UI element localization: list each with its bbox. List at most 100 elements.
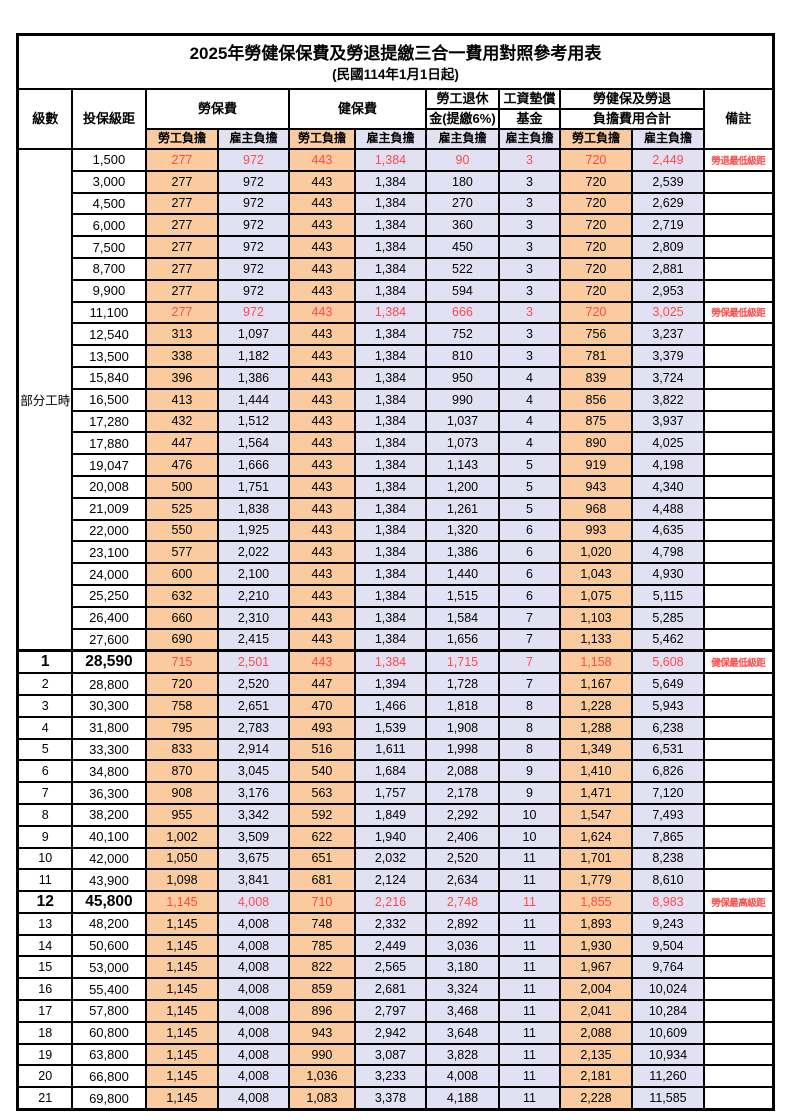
table-row: 26,400 660 2,310 443 1,384 1,584 7 1,103 5,285: [18, 605, 775, 630]
bracket-cell: 9,900: [70, 278, 147, 303]
note-cell: [702, 824, 775, 849]
value-cell: 1,143: [424, 453, 500, 477]
value-cell: 1,466: [353, 693, 427, 718]
value-cell: 990: [424, 387, 500, 412]
bracket-cell: 57,800: [70, 999, 147, 1023]
value-cell: 3: [497, 300, 561, 325]
value-cell: 2,332: [353, 911, 427, 936]
value-cell: 4,008: [216, 1042, 290, 1067]
value-cell: 9,504: [630, 933, 705, 958]
value-cell: 1,728: [424, 672, 500, 696]
bracket-cell: 21,009: [70, 496, 147, 521]
note-cell: [702, 802, 775, 827]
bracket-cell: 48,200: [70, 911, 147, 936]
value-cell: 1,384: [353, 496, 427, 521]
value-cell: 6,826: [630, 759, 705, 784]
value-cell: 447: [144, 431, 219, 456]
value-cell: 972: [216, 235, 290, 259]
note-cell: [702, 1086, 775, 1111]
value-cell: 4,008: [216, 890, 290, 914]
value-cell: 2,292: [424, 802, 500, 827]
value-cell: 594: [424, 278, 500, 303]
note-cell: [702, 693, 775, 718]
value-cell: 4,635: [630, 518, 705, 543]
value-cell: 4,198: [630, 453, 705, 477]
col-header-pension-line2: 金(提繳6%): [424, 108, 500, 130]
value-cell: 11,585: [630, 1086, 705, 1111]
level-cell: 10: [16, 846, 73, 871]
value-cell: 1,998: [424, 737, 500, 762]
value-cell: 550: [144, 518, 219, 543]
bracket-cell: 50,600: [70, 933, 147, 958]
note-cell: [702, 344, 775, 368]
value-cell: 3,841: [216, 868, 290, 893]
table-row: 24,000 600 2,100 443 1,384 1,440 6 1,043 4,930: [18, 562, 775, 586]
value-cell: 1,893: [558, 911, 633, 936]
value-cell: 443: [287, 300, 356, 325]
value-cell: 516: [287, 737, 356, 762]
table-row: 15 53,000 1,145 4,008 822 2,565 3,180 11 1,967 9,…: [16, 955, 775, 980]
value-cell: 5,115: [630, 583, 705, 608]
value-cell: 5: [497, 496, 561, 521]
value-cell: 1,384: [353, 235, 427, 259]
value-cell: 11: [497, 846, 561, 871]
bracket-cell: 38,200: [70, 802, 147, 827]
level-cell: 20: [16, 1064, 73, 1089]
table-row: 19 63,800 1,145 4,008 990 3,087 3,828 11 2,135 10…: [16, 1042, 775, 1067]
bracket-cell: 17,880: [70, 431, 147, 456]
value-cell: 2,449: [353, 933, 427, 958]
note-cell: [702, 1020, 775, 1045]
value-cell: 1,037: [424, 409, 500, 434]
value-cell: 1,145: [144, 955, 219, 980]
level-cell: 2: [16, 672, 73, 696]
value-cell: 4,008: [216, 955, 290, 980]
value-cell: 1,384: [353, 605, 427, 630]
value-cell: 1,908: [424, 715, 500, 740]
note-cell: [702, 781, 775, 805]
value-cell: 968: [558, 496, 633, 521]
table-row: 3 30,300 758 2,651 470 1,466 1,818 8 1,228 5,943: [16, 693, 775, 718]
value-cell: 622: [287, 824, 356, 849]
value-cell: 2,088: [424, 759, 500, 784]
value-cell: 632: [144, 583, 219, 608]
value-cell: 4,008: [216, 933, 290, 958]
level-cell: 19: [16, 1042, 73, 1067]
value-cell: 896: [287, 999, 356, 1023]
value-cell: 993: [558, 518, 633, 543]
bracket-cell: 28,800: [70, 672, 147, 696]
value-cell: 7: [497, 627, 561, 652]
value-cell: 1,384: [353, 344, 427, 368]
note-cell: [702, 627, 775, 652]
value-cell: 1,384: [353, 191, 427, 216]
value-cell: 2,634: [424, 868, 500, 893]
table-row: 部分工時 1,500 277 972 443 1,384 90 3 720 2,449 勞退最低級距: [16, 148, 775, 652]
note-cell: [702, 846, 775, 871]
value-cell: 11: [497, 1042, 561, 1067]
value-cell: 1,020: [558, 540, 633, 565]
note-cell: [702, 365, 775, 390]
value-cell: 3,045: [216, 759, 290, 784]
value-cell: 756: [558, 322, 633, 347]
value-cell: 11: [497, 955, 561, 980]
value-cell: 2,748: [424, 890, 500, 914]
value-cell: 2,216: [353, 890, 427, 914]
value-cell: 972: [216, 278, 290, 303]
bracket-cell: 42,000: [70, 846, 147, 871]
bracket-cell: 53,000: [70, 955, 147, 980]
bracket-cell: 15,840: [70, 365, 147, 390]
value-cell: 1,073: [424, 431, 500, 456]
value-cell: 690: [144, 627, 219, 652]
value-cell: 6: [497, 518, 561, 543]
value-cell: 810: [424, 344, 500, 368]
value-cell: 1,624: [558, 824, 633, 849]
table-row: 9,900 277 972 443 1,384 594 3 720 2,953: [18, 278, 775, 303]
table-row: 5 33,300 833 2,914 516 1,611 1,998 8 1,349 6,531: [16, 737, 775, 762]
table-row: 3,000 277 972 443 1,384 180 3 720 2,539: [18, 169, 775, 194]
value-cell: 277: [144, 278, 219, 303]
value-cell: 3: [497, 256, 561, 281]
value-cell: 839: [558, 365, 633, 390]
level-cell: 14: [16, 933, 73, 958]
value-cell: 2,178: [424, 781, 500, 805]
value-cell: 6,531: [630, 737, 705, 762]
value-cell: 1,386: [424, 540, 500, 565]
